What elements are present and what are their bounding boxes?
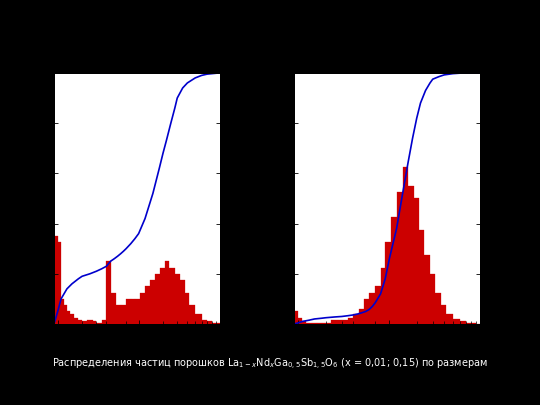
Bar: [408, 186, 414, 324]
Bar: [120, 305, 126, 324]
Bar: [185, 292, 189, 324]
Bar: [179, 280, 185, 324]
Bar: [175, 274, 179, 324]
X-axis label: d, мкм: d, мкм: [373, 341, 401, 350]
Bar: [61, 299, 64, 324]
Bar: [82, 322, 87, 324]
Bar: [140, 292, 145, 324]
Text: Распределения частиц порошков La$_{1-x}$Nd$_{x}$Ga$_{0,5}$Sb$_{1,5}$O$_{6}$ (x =: Распределения частиц порошков La$_{1-x}$…: [52, 357, 488, 372]
Bar: [332, 320, 338, 324]
Bar: [216, 323, 220, 324]
Bar: [135, 299, 140, 324]
Bar: [160, 268, 165, 324]
Bar: [54, 236, 58, 324]
Bar: [441, 305, 446, 324]
Bar: [369, 292, 375, 324]
Bar: [471, 323, 476, 324]
Bar: [338, 320, 342, 324]
Bar: [317, 323, 322, 324]
Bar: [116, 305, 120, 324]
Bar: [170, 268, 175, 324]
Bar: [58, 242, 61, 324]
Bar: [145, 286, 151, 324]
Bar: [375, 286, 381, 324]
Bar: [207, 322, 212, 324]
Bar: [70, 314, 74, 324]
Bar: [392, 217, 396, 324]
Bar: [322, 323, 326, 324]
Bar: [195, 314, 201, 324]
Bar: [151, 280, 155, 324]
Bar: [414, 198, 418, 324]
X-axis label: d, мкм: d, мкм: [123, 341, 151, 350]
Bar: [326, 323, 332, 324]
Bar: [381, 268, 385, 324]
Bar: [424, 255, 430, 324]
Bar: [353, 314, 359, 324]
Bar: [453, 319, 460, 324]
Bar: [385, 242, 392, 324]
Bar: [396, 192, 403, 324]
Bar: [403, 167, 408, 324]
Bar: [312, 323, 317, 324]
Bar: [460, 322, 466, 324]
Bar: [306, 323, 309, 324]
Bar: [111, 292, 116, 324]
Bar: [87, 320, 93, 324]
Bar: [131, 299, 135, 324]
Bar: [299, 318, 302, 324]
Bar: [126, 299, 131, 324]
Bar: [466, 323, 471, 324]
Bar: [78, 320, 82, 324]
Y-axis label: Отн. доля частиц, %: Отн. доля частиц, %: [27, 153, 36, 244]
Y-axis label: Интегр. распределение, %: Интегр. распределение, %: [241, 139, 250, 258]
Bar: [359, 309, 364, 324]
Bar: [302, 322, 306, 324]
Bar: [364, 299, 369, 324]
Bar: [430, 274, 435, 324]
Bar: [189, 305, 195, 324]
Bar: [342, 320, 348, 324]
Bar: [309, 323, 312, 324]
Y-axis label: Отн. доля частиц, %: Отн. доля частиц, %: [267, 153, 276, 244]
Bar: [67, 311, 70, 324]
Text: La$_{0,99}$Nd$_{0,01}$Ga$_{0,5}$Sb$_{1,5}$O$_{6}$: La$_{0,99}$Nd$_{0,01}$Ga$_{0,5}$Sb$_{1,5…: [105, 60, 220, 72]
Bar: [165, 261, 170, 324]
Bar: [212, 323, 216, 324]
Bar: [294, 311, 299, 324]
Y-axis label: Интегр. распределение, %: Интегр. распределение, %: [502, 139, 511, 258]
Bar: [418, 230, 424, 324]
Bar: [435, 292, 441, 324]
Bar: [102, 320, 106, 324]
Bar: [96, 323, 102, 324]
Bar: [348, 318, 353, 324]
Bar: [106, 261, 111, 324]
Text: La$_{0,85}$Nd$_{0,15}$Ga$_{0,5}$Sb$_{1,5}$O$_{6}$: La$_{0,85}$Nd$_{0,15}$Ga$_{0,5}$Sb$_{1,5…: [366, 60, 480, 72]
Bar: [201, 320, 207, 324]
Bar: [64, 305, 67, 324]
Bar: [74, 318, 78, 324]
Bar: [155, 274, 160, 324]
Bar: [446, 314, 453, 324]
Bar: [93, 322, 96, 324]
